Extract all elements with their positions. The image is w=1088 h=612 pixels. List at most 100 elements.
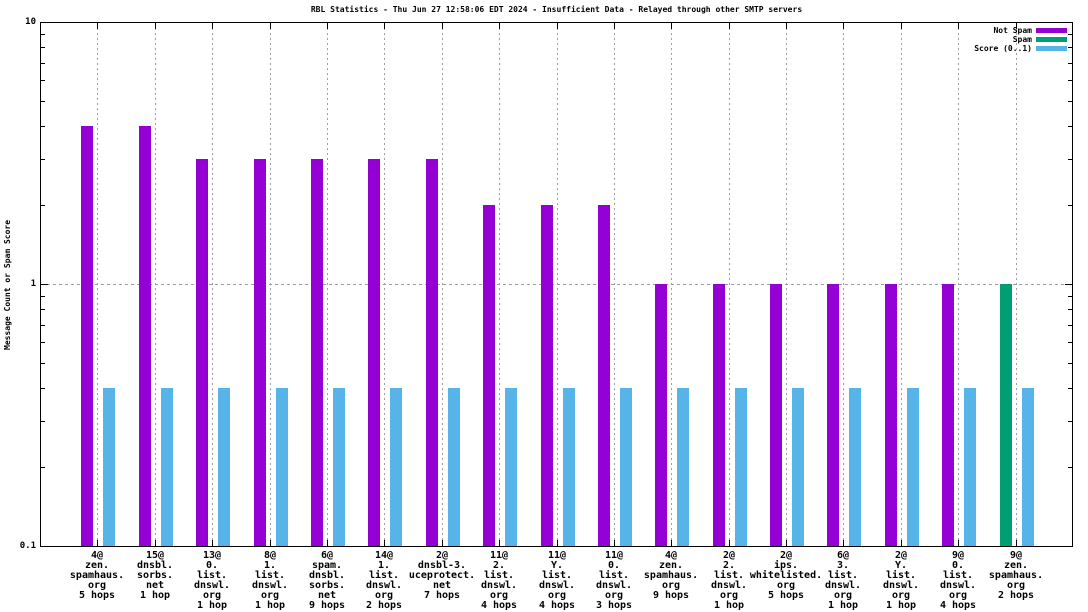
legend-swatch-not-spam [1036, 27, 1067, 33]
bar-not-spam [827, 284, 839, 546]
x-category-label-line: list. [598, 570, 630, 581]
y-tick-label-0-1: 0.1 [19, 541, 36, 551]
bar-spam [1000, 284, 1012, 546]
x-category-label-line: dnswl. [939, 580, 977, 591]
x-category-label: 13@ 0. list. dnswl. org 1 hop [167, 551, 257, 611]
bar-score [218, 388, 230, 546]
plot-border [40, 22, 1073, 547]
y-tick-left [41, 63, 45, 64]
x-category-label-line: 8@ [263, 550, 277, 561]
bar-score [563, 388, 575, 546]
x-category-label-line: 2 hops [997, 590, 1035, 601]
x-category-label-line: zen. [658, 560, 684, 571]
y-tick-left [41, 342, 45, 343]
x-tick-top [442, 23, 443, 29]
x-category-label-line: whitelisted. [749, 570, 823, 581]
x-category-label: 14@ 1. list. dnswl. org 2 hops [339, 551, 429, 611]
bar-not-spam [426, 159, 438, 546]
bar-score [907, 388, 919, 546]
x-tick-top [212, 23, 213, 29]
legend-label-spam: Spam [1012, 34, 1032, 44]
y-tick-left [41, 467, 45, 468]
x-category-label: 2@ Y. list. dnswl. org 1 hop [856, 551, 946, 611]
x-category-label-line: uceprotect. [408, 570, 476, 581]
x-category-label-line: 2. [722, 560, 736, 571]
x-tick-bottom [958, 540, 959, 546]
x-tick-top [1016, 23, 1017, 29]
x-tick-bottom [729, 540, 730, 546]
x-category-label-line: 1 hop [196, 600, 228, 611]
x-category-label-line: 1. [263, 560, 277, 571]
x-category-label-line: org [374, 590, 394, 601]
x-tick-top [557, 23, 558, 29]
x-category-label: 6@ spam. dnsbl. sorbs. net 9 hops [282, 551, 372, 611]
x-category-label-line: spamhaus. [988, 570, 1044, 581]
x-category-label-line: 2. [492, 560, 506, 571]
legend-row-score: Score (0..1) [974, 44, 1067, 53]
x-category-label-line: dnswl. [365, 580, 403, 591]
legend-row-spam: Spam [974, 34, 1067, 44]
y-tick-right [1068, 80, 1072, 81]
x-category-label-line: dnswl. [480, 580, 518, 591]
x-category-label-line: org [604, 590, 624, 601]
y-tick-left [41, 421, 45, 422]
x-category-label-line: 1. [377, 560, 391, 571]
bar-not-spam [942, 284, 954, 546]
bar-score [792, 388, 804, 546]
bar-score [735, 388, 747, 546]
y-tick-label-1: 1 [30, 279, 36, 289]
x-category-label-line: net [145, 580, 165, 591]
bar-not-spam [311, 159, 323, 546]
x-category-label-line: list. [827, 570, 859, 581]
x-category-label-line: 2@ [435, 550, 449, 561]
y-tick-right [1068, 325, 1072, 326]
x-category-label-line: spamhaus. [643, 570, 699, 581]
x-category-label-line: dnswl. [251, 580, 289, 591]
x-category-label: 2@ 2. list. dnswl. org 1 hop [684, 551, 774, 611]
bar-not-spam [196, 159, 208, 546]
x-tick-bottom [901, 540, 902, 546]
x-category-label-line: 11@ [489, 550, 509, 561]
x-category-label-line: 2@ [722, 550, 736, 561]
y-tick-left [41, 309, 45, 310]
x-category-label-line: org [948, 590, 968, 601]
x-category-label-line: org [776, 580, 796, 591]
y-tick-left [41, 546, 48, 547]
x-category-label-line: org [891, 590, 911, 601]
y-tick-left [41, 325, 45, 326]
x-category-label-line: net [432, 580, 452, 591]
y-tick-right [1068, 363, 1072, 364]
x-category-label-line: 9 hops [652, 590, 690, 601]
x-category-label-line: org [661, 580, 681, 591]
y-tick-right [1065, 546, 1072, 547]
x-category-label-line: 4@ [664, 550, 678, 561]
legend-label-not-spam: Not Spam [993, 25, 1032, 35]
x-category-label: 6@ 3. list. dnswl. org 1 hop [798, 551, 888, 611]
x-category-label-line: 1 hop [139, 590, 171, 601]
y-tick-left [41, 388, 45, 389]
x-category-label: 11@ Y. list. dnswl. org 4 hops [512, 551, 602, 611]
x-category-label-line: 5 hops [767, 590, 805, 601]
bar-not-spam [139, 126, 151, 546]
x-tick-bottom [155, 540, 156, 546]
bar-score [276, 388, 288, 546]
bar-score [103, 388, 115, 546]
y-tick-right [1065, 22, 1072, 23]
x-category-label-line: 4 hops [538, 600, 576, 611]
y-tick-right [1068, 467, 1072, 468]
x-category-label-line: list. [254, 570, 286, 581]
x-tick-bottom [97, 540, 98, 546]
x-category-label-line: 9@ [951, 550, 965, 561]
x-tick-top [843, 23, 844, 29]
x-category-label: 4@ zen. spamhaus. org 5 hops [52, 551, 142, 601]
x-category-label-line: 3 hops [595, 600, 633, 611]
x-tick-bottom [442, 540, 443, 546]
legend-swatch-score [1036, 45, 1067, 51]
x-category-label: 4@ zen. spamhaus. org 9 hops [626, 551, 716, 601]
y-tick-right [1068, 388, 1072, 389]
bar-not-spam [368, 159, 380, 546]
bar-score [1022, 388, 1034, 546]
x-category-label-line: dnswl. [538, 580, 576, 591]
x-category-label-line: 4 hops [480, 600, 518, 611]
